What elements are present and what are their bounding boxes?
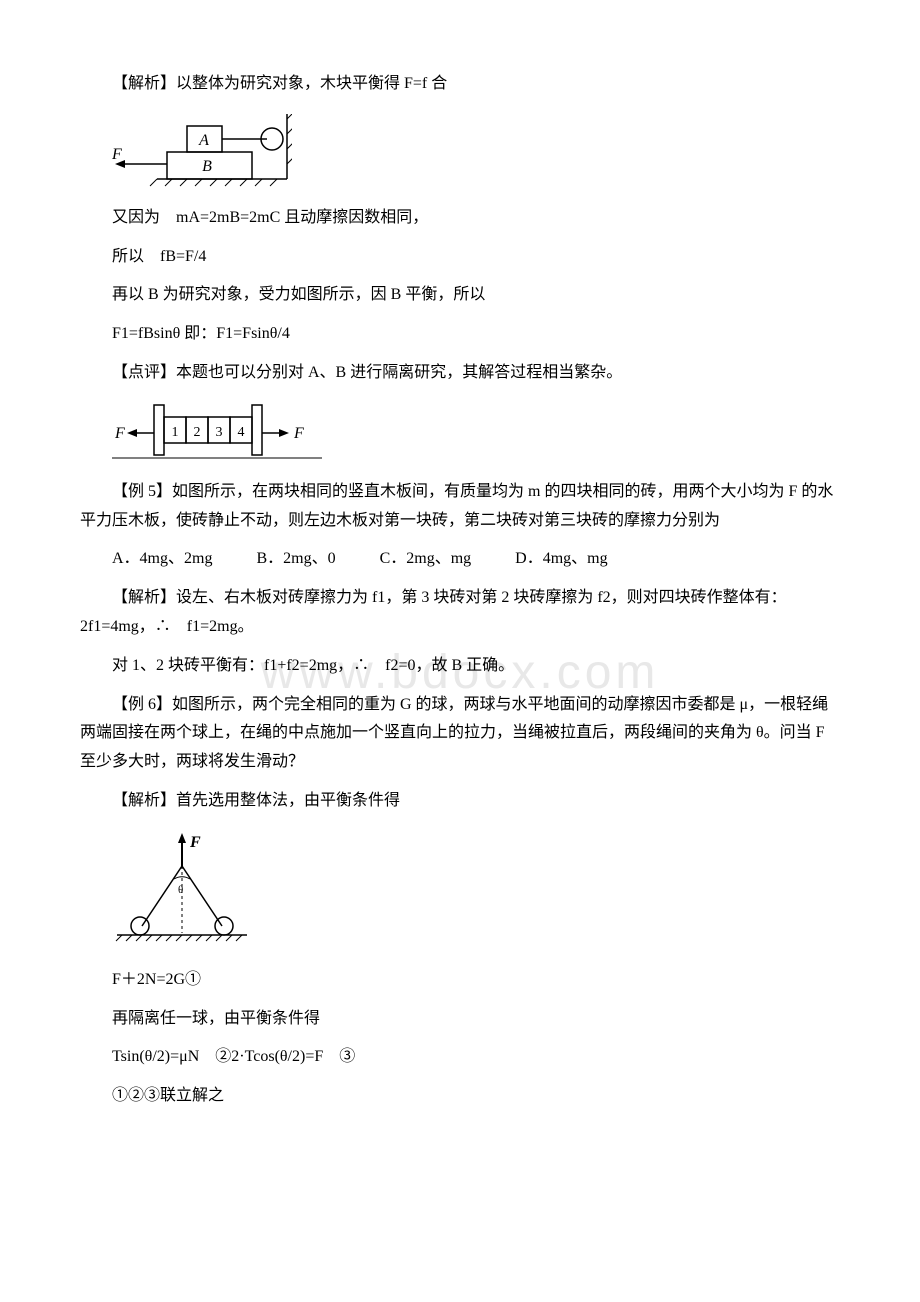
svg-text:θ: θ — [178, 884, 183, 896]
paragraph-15: ①②③联立解之 — [80, 1082, 840, 1111]
svg-text:1: 1 — [172, 425, 179, 440]
paragraph-4: 再以 B 为研究对象，受力如图所示，因 B 平衡，所以 — [80, 281, 840, 310]
svg-text:F: F — [293, 425, 304, 442]
choice-d: D．4mg、mg — [515, 545, 607, 574]
svg-text:B: B — [202, 158, 212, 175]
svg-text:A: A — [198, 132, 209, 149]
paragraph-analysis-6: 【解析】首先选用整体法，由平衡条件得 — [80, 787, 840, 816]
svg-text:F: F — [189, 834, 201, 851]
svg-text:F: F — [114, 425, 125, 442]
choices-row: A．4mg、2mg B．2mg、0 C．2mg、mg D．4mg、mg — [80, 545, 840, 574]
diagram-3-balls: F θ — [112, 831, 840, 951]
diagram-2-bricks: F 1 2 3 4 F — [112, 403, 840, 463]
svg-text:3: 3 — [216, 425, 223, 440]
paragraph-3: 所以 fB=F/4 — [80, 243, 840, 272]
svg-text:4: 4 — [238, 425, 245, 440]
paragraph-example6: 【例 6】如图所示，两个完全相同的重为 G 的球，两球与水平地面间的动摩擦因市委… — [80, 691, 840, 777]
paragraph-9: 对 1、2 块砖平衡有：f1+f2=2mg，∴ f2=0，故 B 正确。 — [80, 652, 840, 681]
paragraph-5: F1=fBsinθ 即：F1=Fsinθ/4 — [80, 320, 840, 349]
paragraph-12: F＋2N=2G① — [80, 966, 840, 995]
choice-b: B．2mg、0 — [256, 545, 335, 574]
svg-text:2: 2 — [194, 425, 201, 440]
paragraph-analysis-1: 【解析】以整体为研究对象，木块平衡得 F=f 合 — [80, 70, 840, 99]
choice-a: A．4mg、2mg — [112, 545, 212, 574]
diagram-1-blocks: B A F — [112, 114, 840, 189]
paragraph-example5: 【例 5】如图所示，在两块相同的竖直木板间，有质量均为 m 的四块相同的砖，用两… — [80, 478, 840, 536]
paragraph-6: 【点评】本题也可以分别对 A、B 进行隔离研究，其解答过程相当繁杂。 — [80, 359, 840, 388]
paragraph-13: 再隔离任一球，由平衡条件得 — [80, 1005, 840, 1034]
paragraph-analysis-5: 【解析】设左、右木板对砖摩擦力为 f1，第 3 块砖对第 2 块砖摩擦为 f2，… — [80, 584, 840, 642]
document-body: www.bdocx.com 【解析】以整体为研究对象，木块平衡得 F=f 合 B… — [80, 70, 840, 1111]
svg-text:F: F — [112, 146, 122, 163]
paragraph-2: 又因为 mA=2mB=2mC 且动摩擦因数相同， — [80, 204, 840, 233]
choice-c: C．2mg、mg — [380, 545, 472, 574]
paragraph-14: Tsin(θ/2)=μN ②2·Tcos(θ/2)=F ③ — [80, 1043, 840, 1072]
